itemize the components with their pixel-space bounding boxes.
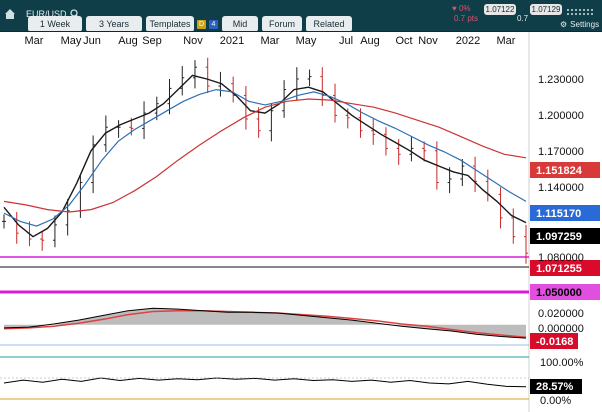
macd-value-tag (530, 333, 578, 349)
forum-button[interactable]: Forum (262, 16, 302, 32)
time-tick-label: Aug (360, 35, 380, 47)
gear-icon: ⚙ (560, 19, 568, 29)
moving-average-line (3, 88, 527, 227)
symbol-label[interactable]: EUR/USD (26, 9, 67, 19)
templates-button[interactable]: Templates (146, 16, 194, 32)
level-label: 1.080000 (538, 252, 584, 264)
stoch-tick-label: 100.00% (540, 357, 584, 369)
mid-label: Mid (232, 19, 248, 29)
time-tick-label: Aug (118, 35, 138, 47)
moving-averages (3, 74, 527, 238)
toolbar-divider (0, 31, 602, 32)
chart-toolbar: EUR/USD 1 Week 3 Years Templates D 4 Mid… (0, 0, 602, 32)
stochastic-panel (0, 377, 529, 388)
time-tick-label: Mar (497, 35, 516, 47)
time-tick-label: Jun (83, 35, 101, 47)
range-dropdown[interactable]: 3 Years (86, 16, 142, 32)
price-tag (530, 284, 600, 300)
related-label: Related (313, 19, 345, 29)
forum-label: Forum (268, 19, 295, 29)
horizontal-lines (0, 256, 529, 400)
price-tick-label: 1.230000 (538, 74, 584, 86)
time-tick-label: Mar (261, 35, 280, 47)
moving-average-line (3, 98, 527, 213)
time-tick-label: Nov (418, 35, 438, 47)
badge-d[interactable]: D (197, 19, 206, 29)
change-percent: ♥ 0% (452, 4, 471, 13)
settings-label: Settings (570, 19, 600, 29)
price-tag (530, 228, 600, 244)
time-tick-label: Jul (339, 35, 353, 47)
drag-handle-icon[interactable] (566, 4, 594, 20)
price-tag-label: 1.115170 (536, 208, 581, 220)
change-points: 0.7 pts (454, 14, 479, 23)
price-tags: 1.151824 1.115170 1.097259 1.071255 1.050000… (530, 162, 600, 394)
macd-line (3, 307, 527, 339)
related-button[interactable]: Related (306, 16, 352, 32)
macd-value-label: -0.0168 (536, 336, 573, 348)
price-tick-label: 1.170000 (538, 146, 584, 158)
badge-4[interactable]: 4 (209, 19, 218, 29)
stoch-value-label: 28.57% (536, 381, 574, 393)
price-tick-label: 1.200000 (538, 110, 584, 122)
macd-panel (3, 307, 527, 339)
price-tick-label: 1.140000 (538, 182, 584, 194)
macd-tick-label: 0.020000 (538, 308, 584, 320)
mid-button[interactable]: Mid (222, 16, 258, 32)
time-tick-label: May (296, 35, 317, 47)
stoch-tick-label: 0.00% (540, 395, 571, 407)
settings-button[interactable]: ⚙ Settings (560, 16, 600, 32)
time-axis: Mar May Jun Aug Sep Nov 2021 Mar May Jul Aug Oct Nov… (25, 35, 516, 47)
price-tag (530, 162, 600, 178)
price-tag-label: 1.151824 (536, 165, 583, 177)
price-tag-label: 1.050000 (536, 287, 582, 299)
time-tick-label: Nov (183, 35, 203, 47)
time-tick-label: 2021 (220, 35, 244, 47)
templates-label: Templates (149, 19, 191, 29)
price-tag (530, 205, 600, 221)
sell-price[interactable]: 1.07122 (484, 4, 516, 15)
time-tick-label: Oct (395, 35, 412, 47)
interval-dropdown[interactable]: 1 Week (28, 16, 82, 32)
price-tag-label: 1.071255 (536, 263, 582, 275)
moving-average-line (3, 74, 527, 238)
price-bars (2, 57, 528, 264)
spread-value: 0.7 (517, 14, 529, 23)
stoch-value-tag (530, 379, 582, 394)
time-tick-label: 2022 (456, 35, 480, 47)
time-tick-label: May (61, 35, 82, 47)
time-tick-label: Sep (142, 35, 162, 47)
price-axis: 1.230000 1.200000 1.170000 1.140000 0.020000… (538, 74, 584, 407)
macd-tick-label: 0.000000 (538, 323, 584, 335)
range-label: 3 Years (98, 19, 130, 29)
buy-price[interactable]: 1.07129 (530, 4, 562, 15)
badges: D 4 (197, 16, 221, 32)
time-tick-label: Mar (25, 35, 44, 47)
price-tag-label: 1.097259 (536, 231, 582, 243)
interval-label: 1 Week (39, 19, 71, 29)
macd-area (4, 308, 526, 339)
home-icon[interactable] (4, 6, 20, 22)
price-tag (530, 260, 600, 276)
stochastic-line (3, 377, 527, 388)
